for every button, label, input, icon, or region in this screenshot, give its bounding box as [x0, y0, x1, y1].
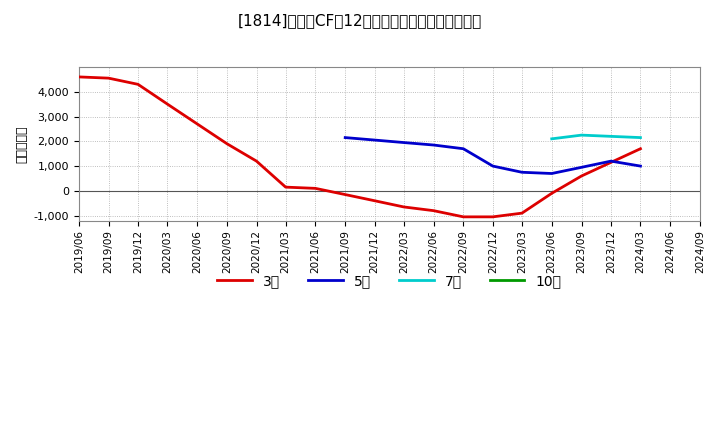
Legend: 3年, 5年, 7年, 10年: 3年, 5年, 7年, 10年 [212, 268, 567, 293]
Text: [1814]　営業CFの12か月移動合計の平均値の推移: [1814] 営業CFの12か月移動合計の平均値の推移 [238, 13, 482, 28]
Y-axis label: （百万円）: （百万円） [15, 125, 28, 162]
